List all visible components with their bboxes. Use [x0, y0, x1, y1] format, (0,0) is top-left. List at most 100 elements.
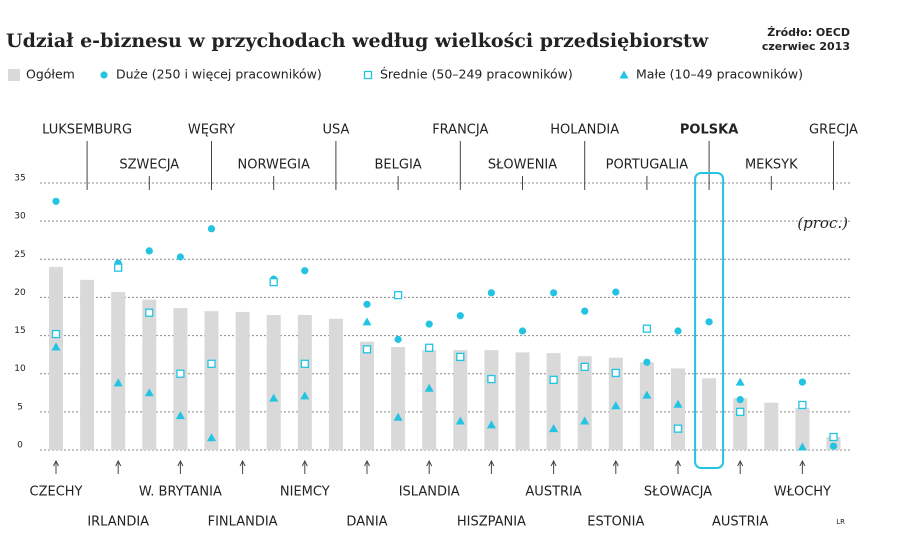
bar — [297, 314, 312, 450]
point — [518, 327, 527, 335]
bar — [422, 350, 437, 450]
leader-arrow — [550, 459, 557, 467]
legend-label: Ogółem — [26, 67, 75, 82]
point — [362, 345, 372, 354]
leader-arrow — [675, 459, 681, 467]
category-label: SZWECJA — [119, 158, 179, 173]
point — [207, 433, 216, 442]
point — [394, 335, 402, 343]
category-label: HOLANDIA — [550, 123, 619, 138]
point — [735, 377, 745, 386]
point — [51, 329, 61, 339]
category-label: MEKSYK — [745, 158, 798, 173]
bar — [546, 353, 561, 450]
point — [797, 442, 807, 451]
y-tick-label: 5 — [17, 402, 23, 412]
point — [798, 378, 807, 386]
point — [456, 352, 465, 362]
leader-arrow — [426, 459, 433, 467]
point — [580, 416, 590, 425]
legend-label: Duże (250 i więcej pracowników) — [116, 67, 322, 82]
bar — [484, 350, 499, 450]
y-tick-label: 10 — [14, 364, 26, 374]
category-label: LUKSEMBURG — [42, 123, 132, 138]
bar — [733, 398, 748, 450]
point — [425, 320, 433, 328]
point — [425, 343, 434, 352]
category-label: USA — [322, 123, 349, 138]
point — [175, 411, 185, 420]
point — [736, 396, 744, 404]
point — [113, 378, 123, 387]
category-label: AUSTRIA — [712, 515, 768, 530]
bar — [204, 311, 219, 450]
bar — [671, 368, 685, 450]
point — [393, 290, 403, 300]
leader-arrow — [799, 459, 806, 467]
point — [487, 289, 495, 297]
bar — [795, 408, 810, 450]
category-label: CZECHY — [30, 485, 83, 500]
category-label: POLSKA — [680, 123, 738, 138]
point — [52, 197, 60, 205]
legend-swatch — [100, 71, 108, 79]
point — [456, 312, 464, 320]
leader-arrow — [115, 459, 122, 467]
point — [300, 391, 310, 400]
point — [269, 278, 278, 287]
point — [673, 399, 683, 408]
bar — [764, 402, 779, 450]
point — [643, 358, 651, 366]
leader-arrow — [239, 459, 246, 467]
point — [269, 393, 279, 402]
legend-swatch — [619, 70, 629, 79]
point — [363, 300, 371, 308]
point — [611, 368, 620, 378]
point — [829, 442, 838, 450]
point — [736, 407, 745, 417]
point — [145, 247, 153, 255]
leader-arrow — [488, 459, 495, 467]
bar — [111, 292, 126, 450]
point — [301, 267, 309, 275]
category-label: BELGIA — [375, 158, 422, 173]
legend-swatch — [363, 70, 373, 80]
point — [642, 324, 652, 333]
category-label: FRANCJA — [432, 123, 488, 138]
category-label: AUSTRIA — [525, 485, 581, 500]
category-label: DANIA — [346, 515, 387, 530]
category-label: WŁOCHY — [774, 485, 831, 500]
point — [798, 400, 807, 410]
point — [549, 375, 558, 384]
point — [612, 288, 620, 296]
category-label: SŁOWACJA — [644, 485, 712, 500]
point — [176, 253, 184, 261]
bar — [391, 347, 406, 450]
point — [393, 412, 403, 421]
category-label: FINLANDIA — [208, 515, 278, 530]
leader-arrow — [737, 459, 744, 467]
leader-arrow — [301, 459, 308, 467]
bar — [266, 314, 281, 450]
y-tick-label: 25 — [14, 250, 25, 260]
bar — [328, 318, 343, 450]
bar — [453, 350, 468, 450]
highlight-frame — [694, 172, 725, 469]
point — [611, 401, 621, 410]
y-tick-label: 35 — [14, 174, 25, 184]
leader-arrow — [177, 459, 184, 467]
source: czerwiec 2013 — [762, 40, 850, 53]
point — [486, 420, 496, 429]
y-tick-label: 15 — [14, 326, 25, 336]
bar — [235, 311, 250, 450]
point — [487, 374, 496, 384]
legend-label: Średnie (50–249 pracowników) — [380, 67, 573, 82]
bar — [360, 341, 374, 450]
category-label: SŁOWENIA — [488, 158, 557, 173]
category-label: NORWEGIA — [238, 158, 310, 173]
legend-label: Małe (10–49 pracowników) — [636, 67, 803, 82]
y-tick-label: 20 — [14, 288, 26, 298]
point — [829, 432, 838, 442]
category-label: NIEMCY — [280, 485, 330, 500]
